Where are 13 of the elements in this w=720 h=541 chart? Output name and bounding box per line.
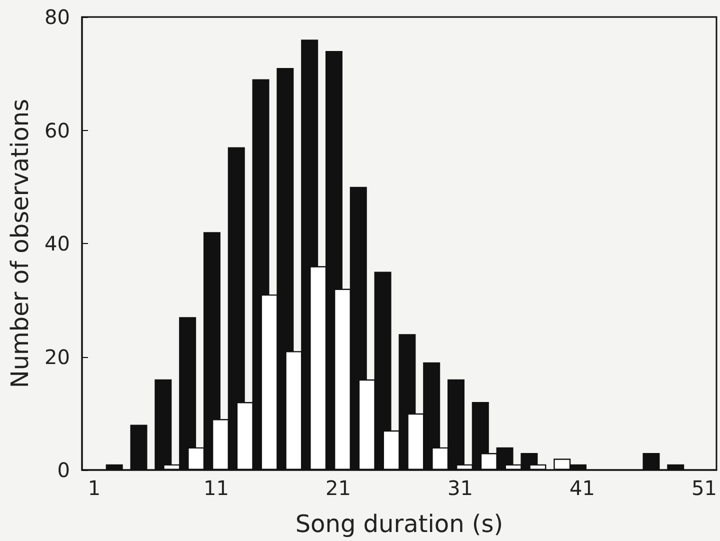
y-tick-label: 60 — [44, 118, 70, 142]
x-tick-label: 51 — [692, 476, 717, 500]
x-tick-label: 41 — [570, 476, 595, 500]
x-tick-label: 31 — [448, 476, 473, 500]
y-axis-title: Number of observations — [6, 98, 34, 388]
y-tick-label: 40 — [44, 232, 70, 256]
x-tick-label: 1 — [88, 476, 101, 500]
y-tick-label: 80 — [44, 5, 70, 29]
x-tick-label: 11 — [203, 476, 229, 500]
y-tick-label: 20 — [44, 344, 70, 369]
y-tick-label: 0 — [57, 458, 70, 482]
x-tick-label: 21 — [326, 476, 351, 500]
x-axis-title: Song duration (s) — [295, 510, 504, 538]
